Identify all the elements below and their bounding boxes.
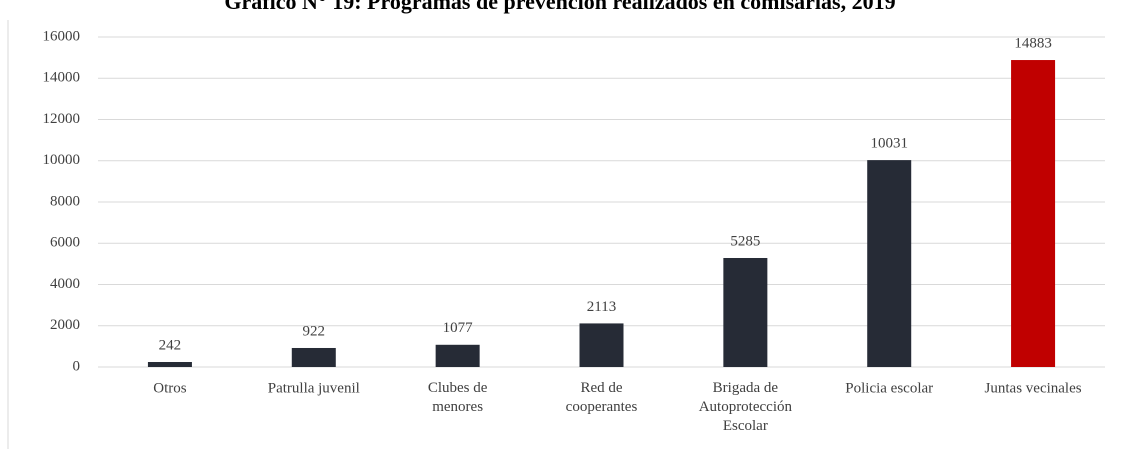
x-tick-label: Otros xyxy=(153,380,186,396)
x-tick-label: Red de cooperantes xyxy=(566,380,638,415)
y-tick-label: 2000 xyxy=(50,317,80,333)
bar xyxy=(579,323,624,367)
y-tick-label: 16000 xyxy=(43,28,81,44)
x-tick-label: Clubes de menores xyxy=(428,380,488,415)
x-tick-label: Brigada de Autoprotección Escolar xyxy=(699,380,793,434)
y-tick-label: 4000 xyxy=(50,276,80,292)
y-tick-label: 6000 xyxy=(50,235,80,251)
bar xyxy=(723,257,768,367)
bar xyxy=(435,344,480,367)
y-tick-label: 10000 xyxy=(43,152,81,168)
data-label: 5285 xyxy=(730,233,760,249)
y-tick-label: 8000 xyxy=(50,193,80,209)
data-label: 14883 xyxy=(1014,35,1052,51)
y-tick-label: 12000 xyxy=(43,111,81,127)
y-tick-label: 0 xyxy=(73,358,81,374)
data-label: 242 xyxy=(159,337,182,353)
data-label: 2113 xyxy=(587,299,616,315)
data-label: 1077 xyxy=(443,320,474,336)
data-label: 10031 xyxy=(870,136,908,152)
data-label: 922 xyxy=(303,323,326,339)
x-tick-label: Policia escolar xyxy=(845,380,933,396)
bar xyxy=(867,160,912,367)
x-tick-label: Juntas vecinales xyxy=(985,380,1082,396)
chart-title: Gráfico N° 19: Programas de prevención r… xyxy=(224,0,895,14)
y-tick-label: 14000 xyxy=(43,70,81,86)
x-tick-label: Patrulla juvenil xyxy=(268,380,360,396)
bar xyxy=(291,347,336,367)
bar xyxy=(147,362,192,367)
bar xyxy=(1011,60,1056,368)
